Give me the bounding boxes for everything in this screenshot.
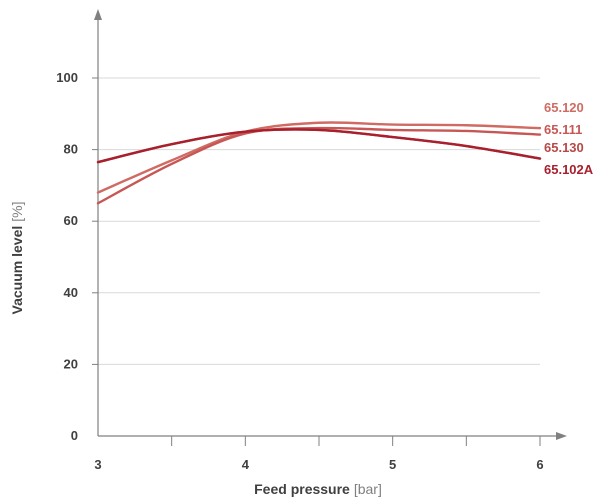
x-axis-title-text: Feed pressure (254, 481, 350, 497)
y-tick-label: 0 (71, 428, 78, 443)
x-axis-title: Feed pressure [bar] (254, 481, 382, 497)
series-label-65-130: 65.130 (544, 140, 584, 155)
ticks-layer: 0 20 40 60 80 100 3 4 5 6 (56, 70, 543, 472)
series-label-65-102A: 65.102A (544, 162, 594, 177)
grid-layer (98, 77, 540, 365)
y-axis-title-text: Vacuum level (9, 226, 25, 315)
x-tick-label: 6 (536, 457, 543, 472)
x-tick-label: 3 (94, 457, 101, 472)
x-axis-arrow-icon (556, 432, 567, 440)
series-labels-layer: 65.120 65.111 65.130 65.102A (544, 100, 594, 177)
y-tick-label: 40 (64, 285, 78, 300)
series-layer (96, 121, 542, 205)
series-line-65-111 (96, 126, 542, 205)
x-tick-label: 4 (242, 457, 250, 472)
y-axis-title-unit: [%] (9, 202, 25, 222)
series-label-65-120: 65.120 (544, 100, 584, 115)
y-tick-label: 20 (64, 356, 78, 371)
series-line-65-120 (96, 121, 542, 194)
y-axis-arrow-icon (94, 9, 102, 20)
x-tick-label: 5 (389, 457, 396, 472)
y-tick-label: 80 (64, 142, 78, 157)
y-tick-label: 60 (64, 213, 78, 228)
series-label-65-111: 65.111 (544, 122, 582, 137)
y-axis-title: Vacuum level [%] (9, 202, 25, 315)
x-axis-title-unit: [bar] (354, 481, 382, 497)
axes-layer (94, 9, 567, 440)
y-tick-label: 100 (56, 70, 78, 85)
series-line-65-102A (96, 128, 542, 164)
